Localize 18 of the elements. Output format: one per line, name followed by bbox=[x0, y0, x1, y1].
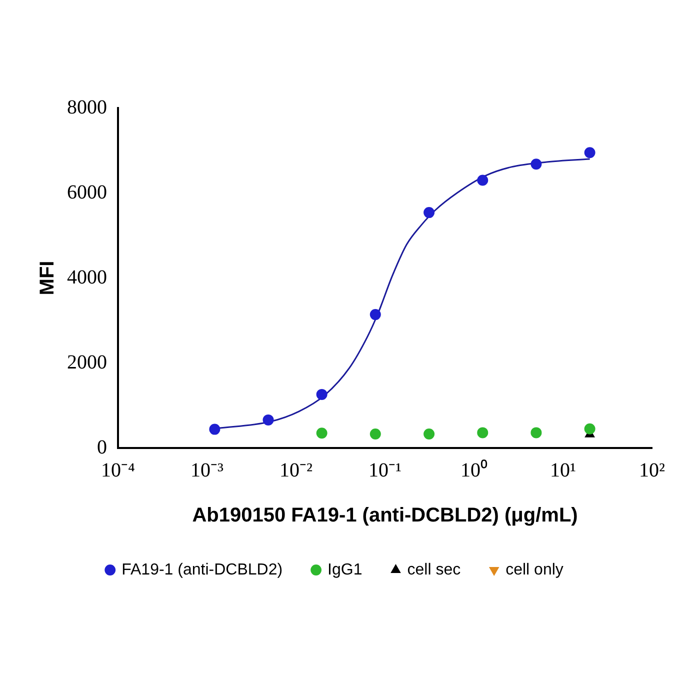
legend-label: FA19-1 (anti-DCBLD2) bbox=[122, 561, 283, 578]
y-tick-label: 8000 bbox=[67, 96, 107, 118]
x-tick-label: 10¹ bbox=[550, 459, 576, 482]
y-tick-label: 4000 bbox=[67, 266, 107, 288]
x-tick-label: 10⁻² bbox=[280, 459, 312, 482]
legend-label: cell only bbox=[506, 561, 564, 578]
legend-label: cell sec bbox=[407, 561, 461, 578]
y-axis-title: MFI bbox=[36, 260, 59, 296]
y-tick-label: 2000 bbox=[67, 351, 107, 374]
x-tick-label: 10⁻³ bbox=[190, 459, 224, 482]
legend-label: IgG1 bbox=[328, 561, 362, 578]
x-axis-title: Ab190150 FA19-1 (anti-DCBLD2) (μg/mL) bbox=[192, 504, 578, 527]
x-tick-label: 10⁻⁴ bbox=[101, 459, 136, 482]
y-tick-label: 0 bbox=[97, 436, 107, 458]
x-tick-label: 10⁰ bbox=[460, 458, 488, 482]
y-tick-label: 6000 bbox=[67, 181, 107, 204]
x-tick-label: 10⁻¹ bbox=[368, 459, 402, 482]
x-tick-label: 10² bbox=[639, 459, 665, 482]
